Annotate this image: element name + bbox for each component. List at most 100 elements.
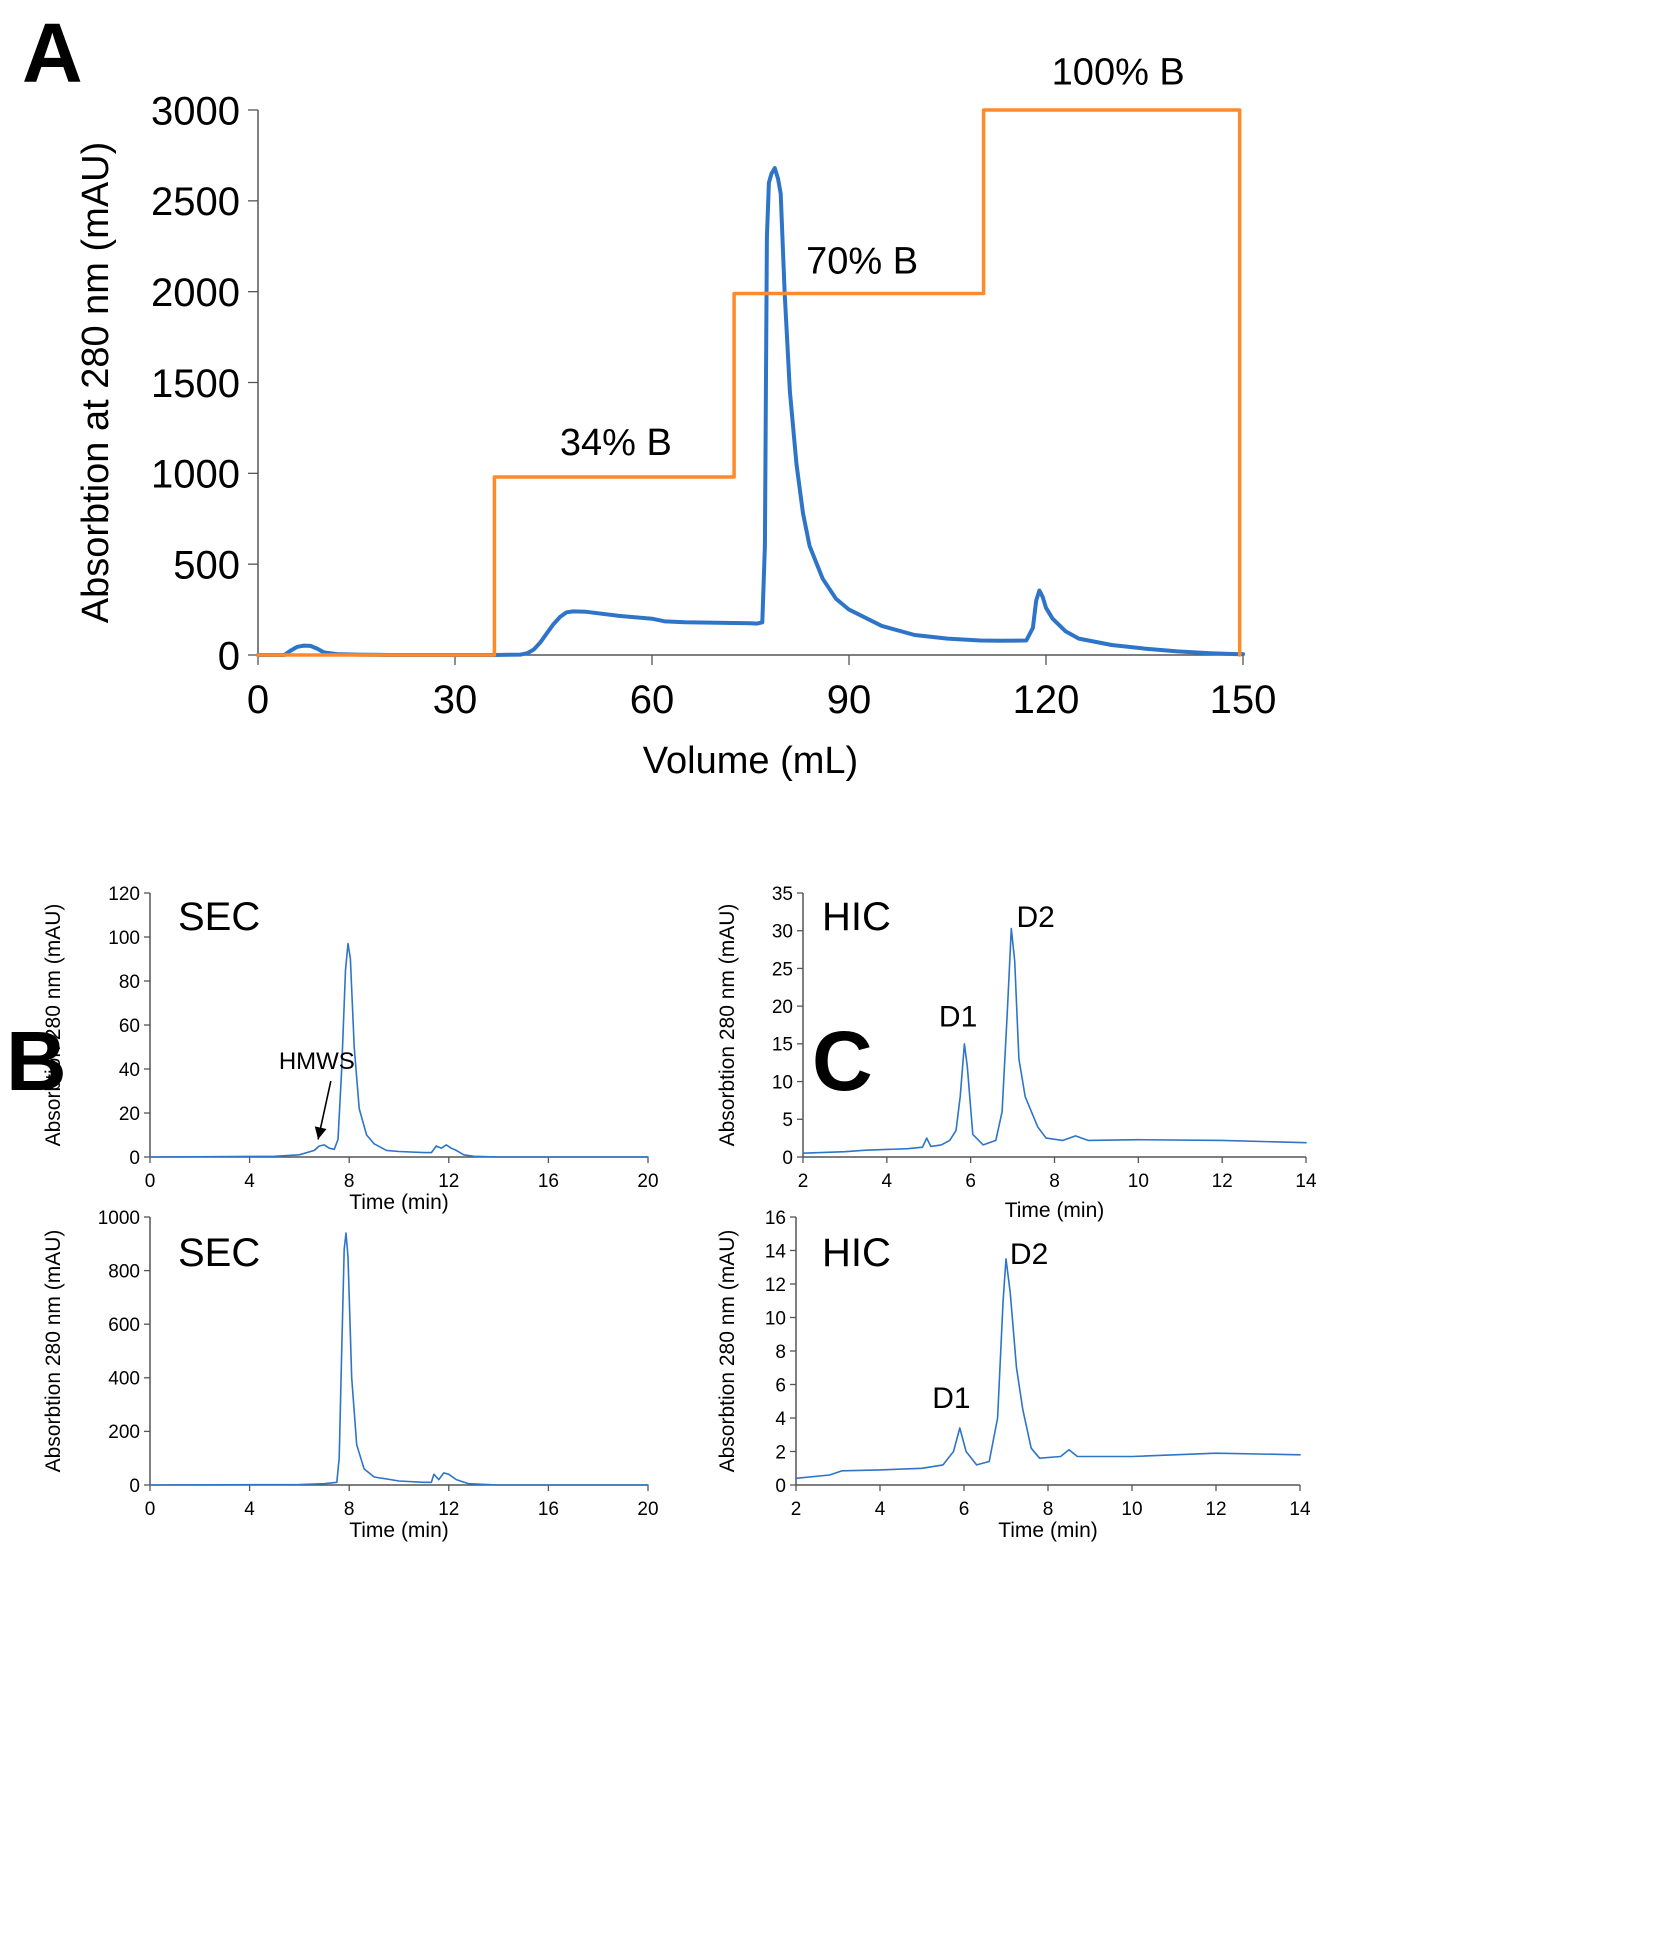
y-tick-label: 35 <box>772 884 793 905</box>
y-tick-label: 20 <box>772 997 793 1018</box>
annotation-label: 100% B <box>1052 52 1185 94</box>
x-tick-label: 6 <box>965 1171 976 1192</box>
x-tick-label: 8 <box>344 1499 355 1520</box>
annotation-label: 70% B <box>806 241 918 283</box>
x-tick-label: 14 <box>1289 1499 1311 1520</box>
x-tick-label: 10 <box>1121 1499 1142 1520</box>
x-axis-title: Time (min) <box>349 1519 449 1542</box>
x-tick-label: 2 <box>791 1499 802 1520</box>
y-tick-label: 8 <box>775 1342 786 1363</box>
x-tick-label: 0 <box>145 1171 156 1192</box>
x-tick-label: 2 <box>798 1171 809 1192</box>
panel-label-c: C <box>812 1014 873 1108</box>
y-axis-title: Absorbtion at 280 nm (mAU) <box>75 142 117 624</box>
y-tick-label: 16 <box>765 1208 786 1229</box>
method-label: SEC <box>178 895 260 939</box>
y-tick-label: 14 <box>765 1241 787 1262</box>
x-tick-label: 20 <box>637 1171 658 1192</box>
y-tick-label: 0 <box>129 1476 140 1497</box>
x-axis-title: Time (min) <box>349 1191 449 1214</box>
y-tick-label: 3000 <box>151 89 240 133</box>
y-tick-label: 800 <box>108 1261 140 1282</box>
annotation-label: D2 <box>1010 1238 1048 1271</box>
hmws-arrow-head <box>314 1126 327 1140</box>
y-tick-label: 4 <box>775 1409 786 1430</box>
x-tick-label: 10 <box>1128 1171 1149 1192</box>
x-tick-label: 12 <box>1205 1499 1226 1520</box>
y-tick-label: 100 <box>108 928 140 949</box>
panel-label-a: A <box>22 6 83 100</box>
y-tick-label: 5 <box>782 1110 793 1131</box>
x-tick-label: 4 <box>244 1171 255 1192</box>
x-tick-label: 12 <box>438 1171 459 1192</box>
method-label: SEC <box>178 1231 260 1275</box>
x-tick-label: 16 <box>538 1171 559 1192</box>
x-tick-label: 150 <box>1210 678 1277 722</box>
annotation-label: HMWS <box>279 1048 355 1075</box>
annotation-label: D1 <box>932 1382 970 1415</box>
x-tick-label: 30 <box>433 678 478 722</box>
chart-b-top: 0 20 40 60 80 100 120 0 4 8 12 16 20 Time (min) Absorb… <box>42 884 659 1214</box>
y-tick-label: 0 <box>782 1148 793 1169</box>
x-tick-label: 8 <box>1049 1171 1060 1192</box>
x-tick-label: 12 <box>438 1499 459 1520</box>
y-tick-label: 0 <box>775 1476 786 1497</box>
method-label: HIC <box>822 1231 891 1275</box>
y-tick-label: 80 <box>119 972 140 993</box>
x-tick-label: 8 <box>1043 1499 1054 1520</box>
y-tick-label: 25 <box>772 959 793 980</box>
y-tick-label: 60 <box>119 1016 140 1037</box>
y-tick-label: 12 <box>765 1275 786 1296</box>
y-tick-label: 2500 <box>151 180 240 224</box>
y-tick-label: 200 <box>108 1422 140 1443</box>
y-tick-label: 0 <box>129 1148 140 1169</box>
chart-a: 0 500 1000 1500 2000 2500 3000 0 30 60 90 120 150 Vol… <box>75 52 1276 782</box>
y-tick-label: 30 <box>772 922 793 943</box>
method-label: HIC <box>822 895 891 939</box>
y-axis-title: Absorbtion 280 nm (mAU) <box>42 1230 65 1473</box>
y-tick-label: 10 <box>772 1072 793 1093</box>
annotation-label: 34% B <box>560 422 672 464</box>
y-tick-label: 40 <box>119 1060 140 1081</box>
y-tick-label: 1000 <box>98 1208 140 1229</box>
y-tick-label: 400 <box>108 1369 140 1390</box>
annotation-label: D1 <box>939 1001 977 1034</box>
y-tick-label: 15 <box>772 1035 793 1056</box>
y-axis-title: Absorbtion 280 nm (mAU) <box>716 904 739 1147</box>
x-tick-label: 12 <box>1212 1171 1233 1192</box>
absorbance-trace <box>149 942 649 1158</box>
y-tick-label: 2 <box>775 1442 786 1463</box>
chart-b-bottom: 0 200 400 600 800 1000 0 4 8 12 16 20 Time (min) Abso… <box>42 1208 659 1542</box>
x-tick-label: 4 <box>875 1499 886 1520</box>
y-tick-label: 600 <box>108 1315 140 1336</box>
x-tick-label: 8 <box>344 1171 355 1192</box>
chart-c-top: 0 5 10 15 20 25 30 35 2 4 6 8 10 12 14 Time (min) Absorb… <box>716 884 1317 1222</box>
x-axis-title: Volume (mL) <box>643 740 858 782</box>
x-tick-label: 0 <box>145 1499 156 1520</box>
x-tick-label: 120 <box>1013 678 1080 722</box>
x-tick-label: 4 <box>244 1499 255 1520</box>
y-tick-label: 120 <box>108 884 140 905</box>
y-tick-label: 500 <box>173 544 240 588</box>
y-tick-label: 1000 <box>151 453 240 497</box>
panel-label-b: B <box>6 1014 67 1108</box>
annotation-label: D2 <box>1016 901 1054 934</box>
gradient-step-line <box>256 108 1242 657</box>
y-axis-title: Absorbtion 280 nm (mAU) <box>42 904 65 1147</box>
x-tick-label: 4 <box>882 1171 893 1192</box>
y-tick-label: 0 <box>218 634 240 678</box>
x-tick-label: 90 <box>827 678 872 722</box>
x-tick-label: 14 <box>1295 1171 1317 1192</box>
y-tick-label: 2000 <box>151 271 240 315</box>
x-axis-title: Time (min) <box>998 1519 1098 1542</box>
x-tick-label: 6 <box>959 1499 970 1520</box>
y-tick-label: 1500 <box>151 362 240 406</box>
absorbance-trace <box>802 927 1307 1154</box>
y-tick-label: 20 <box>119 1104 140 1125</box>
x-tick-label: 16 <box>538 1499 559 1520</box>
absorbance-trace <box>256 166 1245 657</box>
y-tick-label: 10 <box>765 1308 786 1329</box>
absorbance-trace <box>149 1232 649 1486</box>
x-tick-label: 0 <box>247 678 269 722</box>
